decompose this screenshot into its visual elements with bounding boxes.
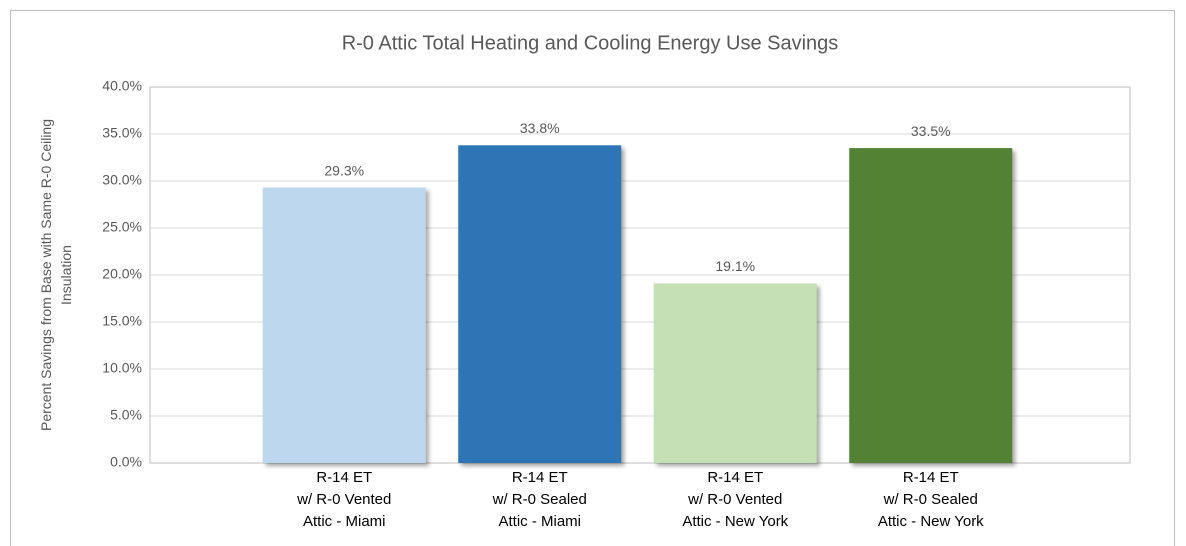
x-tick-label: R-14 ET [316,469,372,486]
y-axis-label-line: Insulation [58,245,74,305]
y-tick-label: 10.0% [102,360,142,376]
x-tick-label: R-14 ET [707,469,763,486]
x-tick-label: w/ R-0 Sealed [492,491,587,508]
bar [262,187,426,463]
y-tick-label: 35.0% [102,125,142,141]
value-label: 29.3% [324,162,364,178]
y-tick-label: 30.0% [102,172,142,188]
bar [849,148,1013,463]
x-tick-label: Attic - New York [682,513,788,530]
chart-title: R-0 Attic Total Heating and Cooling Ener… [342,32,839,54]
x-tick-label: Attic - Miami [303,513,386,530]
y-axis-label-line: Percent Savings from Base with Same R-0 … [38,119,54,431]
x-tick-label: Attic - Miami [499,513,582,530]
value-label: 19.1% [715,258,755,274]
bar [653,283,817,463]
value-label: 33.5% [911,123,951,139]
y-tick-label: 40.0% [102,78,142,94]
x-tick-label: w/ R-0 Vented [296,491,391,508]
y-tick-label: 0.0% [110,454,142,470]
x-tick-label: w/ R-0 Sealed [883,491,978,508]
y-tick-label: 15.0% [102,313,142,329]
bar [458,145,622,463]
y-tick-label: 25.0% [102,219,142,235]
y-tick-label: 20.0% [102,266,142,282]
plot-frame [149,86,1131,464]
x-tick-label: Attic - New York [878,513,984,530]
x-tick-label: w/ R-0 Vented [687,491,782,508]
y-tick-label: 5.0% [110,407,142,423]
value-label: 33.8% [520,120,560,136]
x-tick-label: R-14 ET [512,469,568,486]
y-axis-label: Percent Savings from Base with Same R-0 … [38,119,74,431]
x-tick-label: R-14 ET [903,469,959,486]
